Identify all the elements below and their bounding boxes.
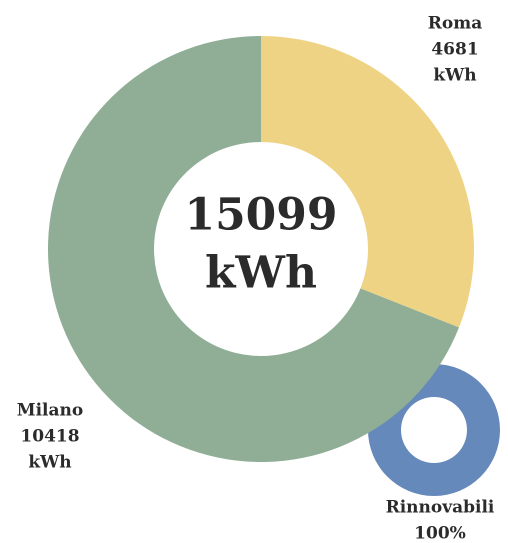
slice-value: 4681 bbox=[431, 40, 478, 60]
total-unit: kWh bbox=[205, 248, 317, 299]
slice-value: 10418 bbox=[20, 427, 79, 447]
total-value: 15099 bbox=[184, 190, 337, 241]
slice-value: 100% bbox=[414, 524, 466, 543]
slice-unit: kWh bbox=[28, 453, 71, 473]
slice-label: Rinnovabili bbox=[386, 498, 495, 518]
slice-label: Milano bbox=[17, 401, 83, 421]
slice-label: Roma bbox=[428, 14, 482, 34]
slice-unit: kWh bbox=[433, 66, 476, 86]
donut-slice bbox=[261, 36, 475, 328]
donut-slice bbox=[48, 36, 460, 462]
